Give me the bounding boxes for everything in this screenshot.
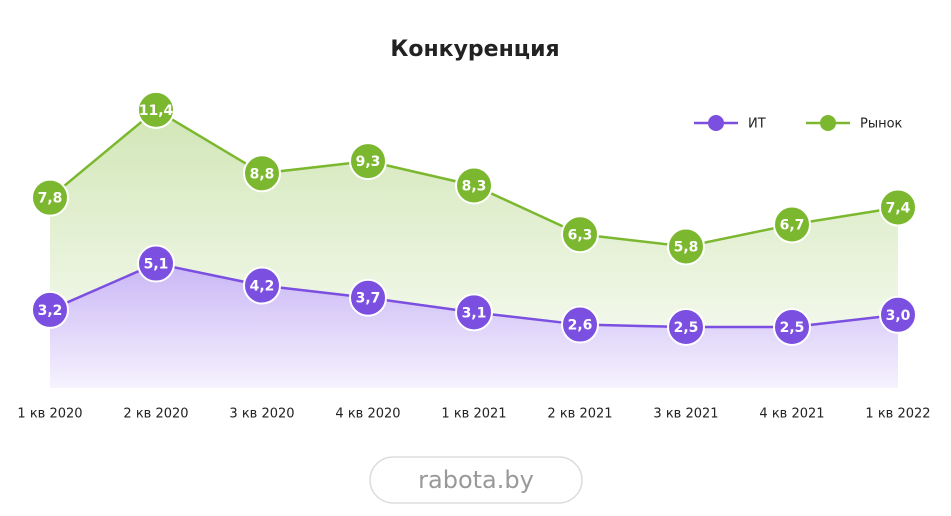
data-label: 3,1 — [462, 305, 487, 321]
watermark-box — [369, 456, 583, 504]
data-label: 5,8 — [674, 239, 699, 255]
x-tick-label: 4 кв 2020 — [335, 407, 400, 422]
data-label: 7,4 — [886, 200, 911, 216]
point — [561, 305, 599, 344]
point — [879, 188, 917, 227]
point — [667, 227, 705, 266]
data-label: 3,0 — [886, 308, 911, 324]
point — [137, 244, 175, 283]
data-label: 7,8 — [38, 191, 63, 207]
legend-marker — [820, 115, 836, 131]
data-label: 3,7 — [356, 291, 381, 307]
point — [31, 178, 69, 217]
point — [773, 205, 811, 244]
point — [31, 290, 69, 329]
legend-label: Рынок — [860, 117, 903, 132]
x-tick-label: 4 кв 2021 — [759, 407, 824, 422]
data-label: 9,3 — [356, 154, 381, 170]
point — [879, 295, 917, 334]
data-label: 3,2 — [38, 303, 63, 319]
x-tick-label: 3 кв 2020 — [229, 407, 294, 422]
point — [243, 154, 281, 193]
data-label: 8,3 — [462, 178, 487, 194]
data-label: 2,5 — [674, 320, 699, 336]
legend-label: ИТ — [748, 117, 766, 132]
watermark: rabota.by — [418, 466, 534, 494]
point — [349, 142, 387, 181]
x-tick-label: 2 кв 2020 — [123, 407, 188, 422]
point — [455, 293, 493, 332]
x-tick-label: 3 кв 2021 — [653, 407, 718, 422]
x-tick-label: 1 кв 2020 — [17, 407, 82, 422]
point — [667, 308, 705, 346]
x-tick-label: 1 кв 2021 — [441, 407, 506, 422]
data-label: 2,5 — [780, 320, 805, 336]
point — [137, 90, 175, 129]
chart-title: Конкуренция — [390, 37, 559, 62]
data-label: 4,2 — [250, 279, 275, 295]
data-label: 6,3 — [568, 227, 593, 243]
legend-marker — [708, 115, 724, 131]
point — [455, 166, 493, 205]
point — [243, 266, 281, 305]
x-tick-label: 1 кв 2022 — [865, 407, 930, 422]
data-label: 6,7 — [780, 218, 805, 234]
point — [561, 215, 599, 254]
point — [349, 278, 387, 317]
point — [773, 308, 811, 346]
data-label: 11,4 — [139, 103, 174, 119]
x-tick-label: 2 кв 2021 — [547, 407, 612, 422]
data-label: 8,8 — [250, 166, 275, 182]
data-label: 2,6 — [568, 318, 593, 334]
data-label: 5,1 — [144, 257, 169, 273]
